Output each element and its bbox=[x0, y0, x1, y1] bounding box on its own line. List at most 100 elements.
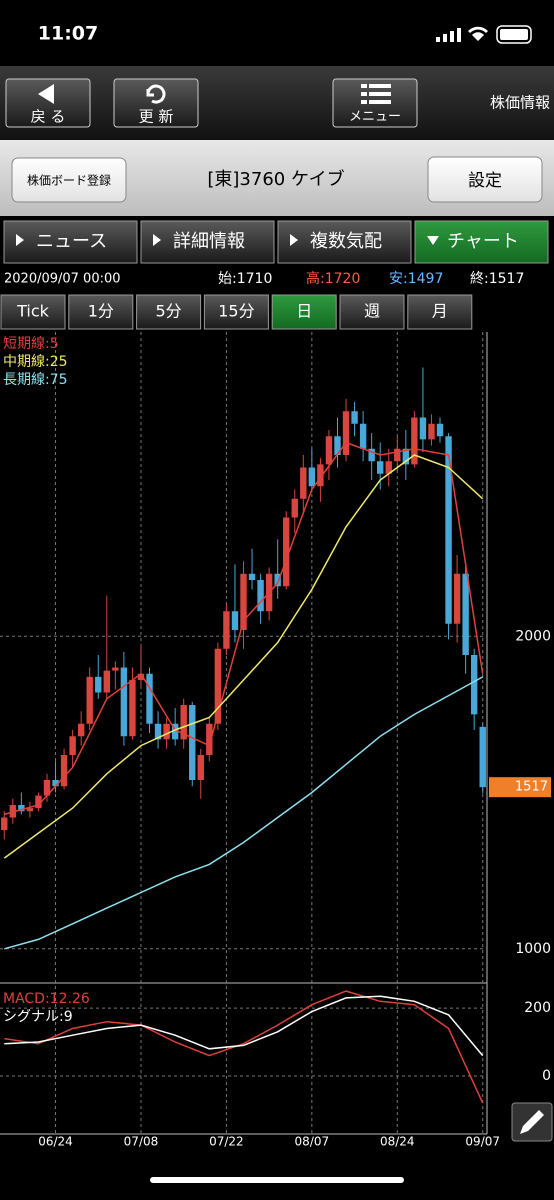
candle-body bbox=[291, 498, 298, 518]
status-icons bbox=[436, 25, 532, 44]
candle-body bbox=[394, 448, 401, 462]
line-series bbox=[4, 995, 484, 1057]
tab[interactable] bbox=[140, 220, 275, 264]
line-series bbox=[3, 454, 484, 859]
tab[interactable] bbox=[3, 220, 138, 264]
back-label: 戻 る bbox=[31, 108, 66, 126]
period-label: 5分 bbox=[156, 302, 182, 321]
x-tick-label: 09/07 bbox=[465, 1135, 500, 1149]
period-button[interactable] bbox=[339, 294, 405, 330]
candle-body bbox=[402, 448, 410, 465]
x-tick-label: 06/24 bbox=[38, 1135, 73, 1149]
register-label: 株価ボード登録 bbox=[27, 173, 111, 188]
candle-body bbox=[163, 723, 170, 740]
legend-entry: 中期線:25 bbox=[3, 354, 68, 370]
candle-body bbox=[43, 780, 51, 796]
candle-body bbox=[137, 673, 145, 680]
candle-body bbox=[274, 573, 281, 587]
candle-body bbox=[300, 467, 307, 499]
tab-arrow bbox=[427, 236, 439, 245]
menu-icon bbox=[361, 84, 391, 104]
info-high: 高:1720 bbox=[306, 270, 360, 287]
candle-body bbox=[52, 780, 59, 787]
settings-button[interactable] bbox=[427, 156, 543, 203]
legend-entry: 長期線:75 bbox=[3, 372, 68, 388]
candle-body bbox=[377, 461, 384, 474]
candle-body bbox=[257, 580, 264, 612]
legend-entry: シグナル:9 bbox=[3, 1009, 73, 1025]
candle-body bbox=[206, 723, 213, 755]
x-tick-label: 07/22 bbox=[209, 1135, 244, 1149]
candle-body bbox=[171, 723, 179, 740]
period-label: 日 bbox=[296, 302, 312, 321]
candle-body bbox=[411, 417, 418, 465]
y-tick-label: 2000 bbox=[515, 628, 551, 644]
period-label: 15分 bbox=[218, 302, 254, 321]
back-button[interactable] bbox=[5, 78, 91, 128]
x-tick-label: 08/24 bbox=[380, 1135, 415, 1149]
period-label: Tick bbox=[16, 302, 50, 321]
settings-label: 設定 bbox=[468, 171, 502, 191]
last-price-label: 1517 bbox=[515, 780, 548, 795]
candle-body bbox=[317, 464, 324, 487]
candle-body bbox=[240, 573, 247, 630]
last-price-tag bbox=[489, 777, 551, 798]
period-button[interactable] bbox=[136, 294, 202, 330]
candle-body bbox=[18, 805, 25, 812]
tab-label: チャート bbox=[447, 231, 519, 252]
candle-body bbox=[154, 723, 162, 740]
candle-body bbox=[189, 705, 196, 780]
period-button[interactable] bbox=[407, 294, 473, 330]
candle-body bbox=[368, 448, 375, 462]
candle-body bbox=[419, 417, 427, 440]
candle-body bbox=[129, 680, 136, 737]
period-button[interactable] bbox=[203, 294, 269, 330]
period-label: 月 bbox=[432, 302, 448, 321]
candle-body bbox=[86, 676, 93, 724]
clock: 11:07 bbox=[38, 23, 98, 45]
tab-label: ニュース bbox=[36, 231, 107, 252]
tab-arrow bbox=[16, 234, 24, 246]
tab[interactable] bbox=[414, 220, 549, 264]
legend-entry: MACD:12.26 bbox=[3, 991, 90, 1007]
candle-body bbox=[95, 676, 102, 693]
tab-label: 複数気配 bbox=[310, 231, 382, 252]
tab-arrow bbox=[290, 234, 298, 246]
candle-body bbox=[146, 673, 153, 724]
candle-body bbox=[26, 808, 34, 812]
candle-body bbox=[180, 705, 187, 740]
y-tick-label: 200 bbox=[524, 1000, 551, 1016]
candle-body bbox=[248, 573, 256, 580]
candle-body bbox=[436, 423, 444, 437]
line-series bbox=[4, 676, 484, 950]
y-tick-label: 0 bbox=[542, 1068, 551, 1084]
tab-label: 詳細情報 bbox=[173, 231, 245, 252]
period-button[interactable] bbox=[0, 294, 66, 330]
legend-entry: 短期線:5 bbox=[3, 336, 59, 352]
candle-body bbox=[479, 726, 486, 788]
candle-body bbox=[453, 573, 461, 624]
info-close: 終:1517 bbox=[470, 271, 524, 287]
y-tick-label: 1000 bbox=[515, 941, 551, 957]
period-label: 週 bbox=[364, 302, 380, 321]
candle-body bbox=[214, 648, 222, 724]
candle-body bbox=[231, 611, 239, 630]
candle-body bbox=[445, 436, 452, 624]
candle-body bbox=[462, 573, 469, 655]
tab[interactable] bbox=[277, 220, 412, 264]
toolbar bbox=[0, 66, 554, 140]
period-button[interactable] bbox=[68, 294, 134, 330]
candle-body bbox=[283, 517, 290, 587]
info-open: 始:1710 bbox=[218, 271, 272, 287]
line-series bbox=[4, 990, 484, 1104]
stock-title: [東]3760 ケイブ bbox=[207, 168, 344, 190]
period-button[interactable] bbox=[271, 294, 337, 330]
candle-body bbox=[35, 795, 42, 809]
x-tick-label: 07/08 bbox=[124, 1135, 159, 1149]
candle-body bbox=[428, 423, 435, 440]
period-label: 1分 bbox=[88, 302, 114, 321]
register-button[interactable] bbox=[11, 157, 127, 203]
candle-body bbox=[77, 723, 85, 737]
candle-body bbox=[385, 461, 392, 474]
